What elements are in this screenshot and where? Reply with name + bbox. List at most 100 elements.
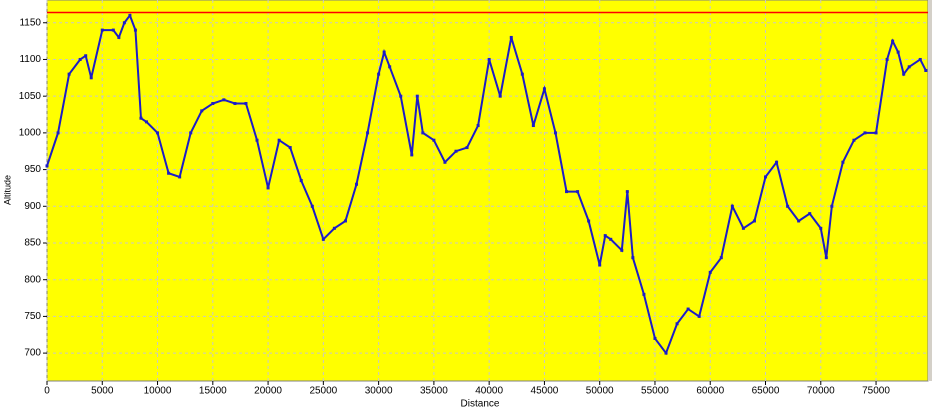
y-tick-label: 1000 <box>19 128 42 139</box>
point <box>443 160 447 164</box>
point <box>89 76 93 80</box>
point <box>355 182 359 186</box>
point <box>144 120 148 124</box>
y-tick-label: 1100 <box>19 54 41 65</box>
point <box>487 57 491 61</box>
point <box>708 270 712 274</box>
point <box>117 35 121 39</box>
point <box>288 146 292 150</box>
point <box>775 160 779 164</box>
point <box>819 226 823 230</box>
point <box>874 131 878 135</box>
point <box>891 39 895 43</box>
point <box>664 351 668 355</box>
x-tick-label: 50000 <box>586 386 614 397</box>
point <box>56 131 60 135</box>
point <box>719 256 723 260</box>
y-axis-label: Altitude <box>2 175 12 205</box>
x-tick-label: 10000 <box>144 386 172 397</box>
point <box>553 131 557 135</box>
plot-area <box>46 0 929 382</box>
point <box>653 336 657 340</box>
point <box>139 116 143 120</box>
point <box>631 256 635 260</box>
point <box>896 50 900 54</box>
x-tick-label: 25000 <box>309 386 337 397</box>
point <box>415 94 419 98</box>
point <box>67 72 71 76</box>
y-tick-label: 750 <box>24 311 41 322</box>
point <box>454 149 458 153</box>
point <box>642 292 646 296</box>
y-tick-label: 1050 <box>19 91 42 102</box>
x-tick-label: 65000 <box>752 386 780 397</box>
point <box>84 54 88 58</box>
point <box>266 186 270 190</box>
y-tick-label: 800 <box>24 274 41 285</box>
point <box>509 35 513 39</box>
point <box>122 21 126 25</box>
point <box>211 102 215 106</box>
x-tick-label: 30000 <box>365 386 393 397</box>
point <box>310 204 314 208</box>
x-tick-label: 45000 <box>531 386 559 397</box>
x-tick-label: 60000 <box>696 386 724 397</box>
point <box>244 102 248 106</box>
x-tick-label: 0 <box>44 386 50 397</box>
point <box>233 102 237 106</box>
point <box>156 131 160 135</box>
x-tick-label: 35000 <box>420 386 448 397</box>
point <box>465 146 469 150</box>
point <box>565 190 569 194</box>
point <box>786 204 790 208</box>
x-tick-label: 5000 <box>91 386 114 397</box>
point <box>432 138 436 142</box>
point <box>167 171 171 175</box>
point <box>133 28 137 32</box>
point <box>808 212 812 216</box>
x-tick-label: 75000 <box>862 386 890 397</box>
x-tick-label: 20000 <box>254 386 282 397</box>
point <box>824 256 828 260</box>
point <box>675 322 679 326</box>
point <box>100 28 104 32</box>
point <box>128 13 132 17</box>
point <box>498 94 502 98</box>
line <box>46 13 927 356</box>
x-tick-label: 70000 <box>807 386 835 397</box>
point <box>764 175 768 179</box>
point <box>277 138 281 142</box>
point <box>343 219 347 223</box>
point <box>918 57 922 61</box>
point <box>686 307 690 311</box>
point <box>830 204 834 208</box>
point <box>531 124 535 128</box>
point <box>797 219 801 223</box>
point <box>189 131 193 135</box>
point <box>299 179 303 183</box>
point <box>388 65 392 69</box>
point <box>576 190 580 194</box>
x-axis-label: Distance <box>461 399 500 410</box>
x-tick-label: 40000 <box>475 386 503 397</box>
point <box>542 87 546 91</box>
y-tick-label: 900 <box>24 201 41 212</box>
point <box>697 314 701 318</box>
point <box>924 68 928 72</box>
point <box>377 72 381 76</box>
point <box>399 94 403 98</box>
x-tick-label: 15000 <box>199 386 227 397</box>
point <box>841 160 845 164</box>
point <box>200 109 204 113</box>
point <box>382 50 386 54</box>
point <box>741 226 745 230</box>
point <box>178 175 182 179</box>
scrollbar <box>928 0 932 381</box>
point <box>78 57 82 61</box>
point <box>222 98 226 102</box>
point <box>730 204 734 208</box>
point <box>410 153 414 157</box>
point <box>902 72 906 76</box>
point <box>520 72 524 76</box>
